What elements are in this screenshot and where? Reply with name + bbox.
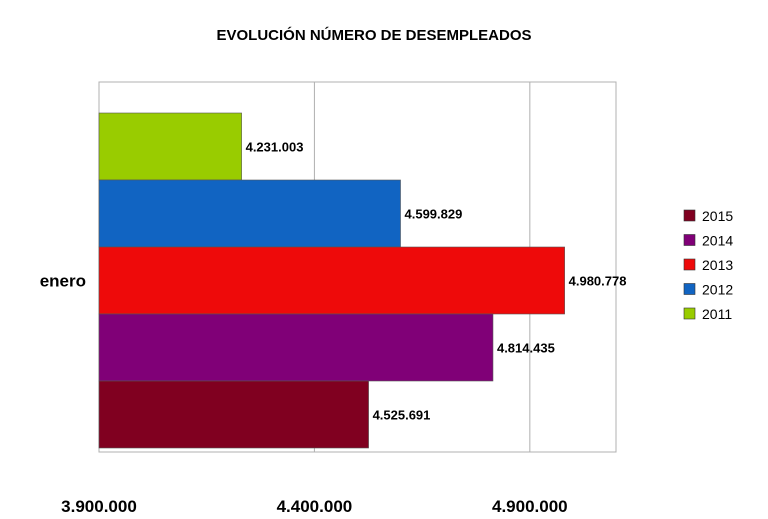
data-label-2011: 4.231.003	[246, 140, 304, 155]
legend-label-2015: 2015	[702, 208, 733, 224]
legend-swatch-2014	[683, 234, 696, 246]
legend-swatch-2012	[683, 283, 696, 295]
axis-labels: 3.900.000 4.400.000 4.900.000 enero	[40, 272, 568, 517]
legend-label-2012: 2012	[702, 282, 733, 298]
bar-2012	[98, 179, 401, 248]
legend-label-2013: 2013	[702, 257, 733, 273]
legend-swatch-2015	[683, 209, 696, 222]
legend-swatch-2011	[683, 307, 696, 320]
plot-area: 4.231.003 4.599.829 4.980.778 4.814.435 4.52…	[98, 81, 627, 453]
bar-2015	[98, 380, 369, 449]
bars	[98, 112, 565, 449]
data-labels: 4.231.003 4.599.829 4.980.778 4.814.435 4.52…	[246, 140, 627, 423]
data-label-2014: 4.814.435	[497, 341, 555, 356]
chart-title: EVOLUCIÓN NÚMERO DE DESEMPLEADOS	[216, 26, 531, 44]
legend-swatch-2013	[683, 258, 696, 271]
data-label-2013: 4.980.778	[569, 274, 627, 289]
legend-label-2011: 2011	[702, 306, 732, 322]
data-label-2012: 4.599.829	[405, 207, 463, 222]
legend-label-2014: 2014	[702, 233, 733, 249]
legend: 2015 2014 2013 2012 2011	[683, 208, 733, 322]
data-label-2015: 4.525.691	[373, 408, 431, 423]
x-tick-label: 3.900.000	[61, 497, 137, 516]
x-tick-label: 4.900.000	[492, 497, 568, 516]
bar-2011	[98, 112, 242, 181]
category-label: enero	[40, 272, 86, 291]
bar-2014	[98, 313, 494, 382]
bar-2013	[98, 246, 565, 315]
x-tick-label: 4.400.000	[277, 497, 353, 516]
